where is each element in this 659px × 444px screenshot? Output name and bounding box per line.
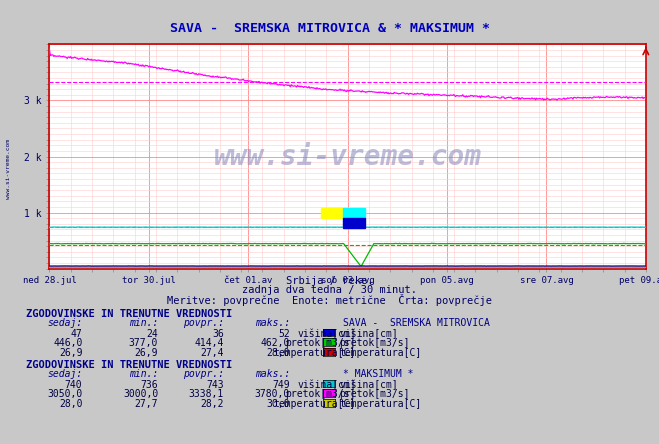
Text: 47: 47 [71, 329, 82, 339]
Bar [343, 218, 365, 228]
Text: povpr.:: povpr.: [183, 318, 224, 329]
Text: 26,9: 26,9 [134, 348, 158, 358]
Text: ZGODOVINSKE IN TRENUTNE VREDNOSTI: ZGODOVINSKE IN TRENUTNE VREDNOSTI [26, 309, 233, 319]
Text: min.:: min.: [129, 369, 158, 380]
Text: 26,9: 26,9 [59, 348, 82, 358]
Text: www.si-vreme.com: www.si-vreme.com [214, 143, 482, 170]
Text: ZGODOVINSKE IN TRENUTNE VREDNOSTI: ZGODOVINSKE IN TRENUTNE VREDNOSTI [26, 360, 233, 370]
Text: 28,0: 28,0 [266, 348, 290, 358]
Text: 462,0: 462,0 [260, 338, 290, 349]
Text: 736: 736 [140, 380, 158, 390]
Bar [320, 208, 343, 218]
Text: 414,4: 414,4 [194, 338, 224, 349]
Text: 3338,1: 3338,1 [189, 389, 224, 400]
Text: maks.:: maks.: [255, 369, 290, 380]
Text: 3780,0: 3780,0 [255, 389, 290, 400]
Text: min.:: min.: [129, 318, 158, 329]
Text: 27,7: 27,7 [134, 399, 158, 409]
Text: temperatura[C]: temperatura[C] [273, 399, 356, 409]
Text: 740: 740 [65, 380, 82, 390]
Text: pretok[m3/s]: pretok[m3/s] [285, 389, 356, 400]
Text: sedaj:: sedaj: [47, 318, 82, 329]
Text: sedaj:: sedaj: [47, 369, 82, 380]
Text: SAVA -  SREMSKA MITROVICA: SAVA - SREMSKA MITROVICA [343, 318, 490, 329]
Text: pretok[m3/s]: pretok[m3/s] [285, 338, 356, 349]
Text: zadnja dva tedna / 30 minut.: zadnja dva tedna / 30 minut. [242, 285, 417, 295]
Text: temperatura[C]: temperatura[C] [273, 348, 356, 358]
Text: višina[cm]: višina[cm] [297, 380, 356, 390]
Text: temperatura[C]: temperatura[C] [339, 348, 422, 358]
Text: Srbija / reke.: Srbija / reke. [286, 276, 373, 286]
Text: višina[cm]: višina[cm] [297, 329, 356, 339]
Text: 24: 24 [146, 329, 158, 339]
Text: 28,0: 28,0 [59, 399, 82, 409]
Text: 36: 36 [212, 329, 224, 339]
Bar [343, 208, 365, 218]
Text: pretok[m3/s]: pretok[m3/s] [339, 338, 410, 349]
Text: 27,4: 27,4 [200, 348, 224, 358]
Text: 446,0: 446,0 [53, 338, 82, 349]
Text: maks.:: maks.: [255, 318, 290, 329]
Text: višina[cm]: višina[cm] [339, 380, 398, 390]
Text: Meritve: povprečne  Enote: metrične  Črta: povprečje: Meritve: povprečne Enote: metrične Črta:… [167, 294, 492, 306]
Text: 743: 743 [206, 380, 224, 390]
Text: 3000,0: 3000,0 [123, 389, 158, 400]
Text: temperatura[C]: temperatura[C] [339, 399, 422, 409]
Text: SAVA -  SREMSKA MITROVICA & * MAKSIMUM *: SAVA - SREMSKA MITROVICA & * MAKSIMUM * [169, 22, 490, 36]
Text: 28,2: 28,2 [200, 399, 224, 409]
Text: www.si-vreme.com: www.si-vreme.com [6, 139, 11, 199]
Text: 3050,0: 3050,0 [47, 389, 82, 400]
Text: pretok[m3/s]: pretok[m3/s] [339, 389, 410, 400]
Text: povpr.:: povpr.: [183, 369, 224, 380]
Text: 52: 52 [278, 329, 290, 339]
Text: 30,0: 30,0 [266, 399, 290, 409]
Text: 377,0: 377,0 [129, 338, 158, 349]
Text: višina[cm]: višina[cm] [339, 329, 398, 339]
Text: * MAKSIMUM *: * MAKSIMUM * [343, 369, 413, 380]
Text: 749: 749 [272, 380, 290, 390]
